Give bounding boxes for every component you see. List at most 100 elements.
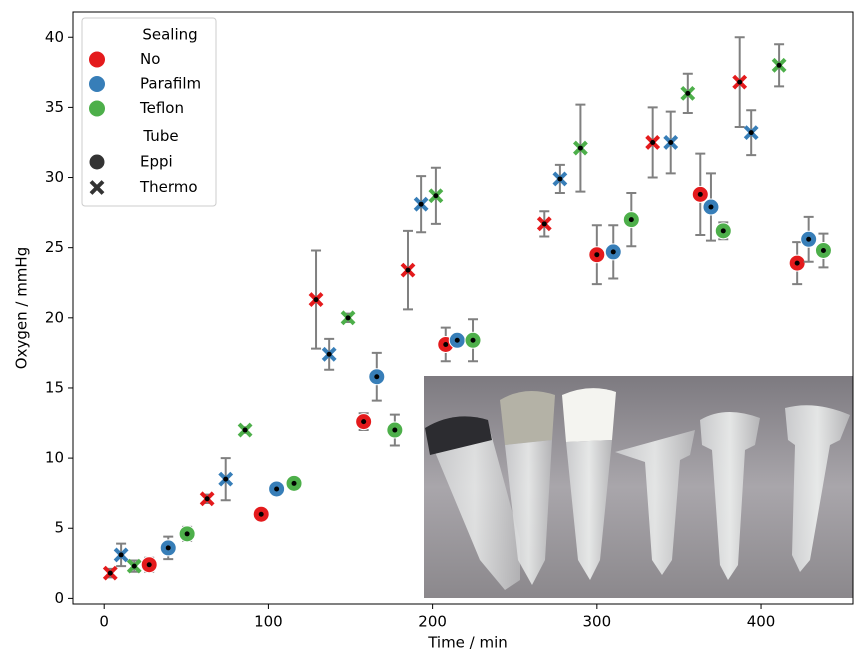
marker-circle xyxy=(88,153,106,171)
legend-marker xyxy=(89,51,105,68)
data-point xyxy=(800,215,818,263)
data-point xyxy=(714,221,732,241)
data-point xyxy=(268,480,286,498)
data-point xyxy=(743,109,759,157)
y-tick-label: 40 xyxy=(45,28,64,46)
data-point xyxy=(237,422,253,438)
inset-photo xyxy=(424,376,853,598)
y-tick-label: 0 xyxy=(54,589,64,607)
mean-dot xyxy=(697,191,703,197)
data-point xyxy=(199,491,215,507)
mean-dot xyxy=(291,480,297,486)
mean-dot xyxy=(806,236,812,242)
mean-dot xyxy=(405,267,411,273)
mean-dot xyxy=(107,570,113,576)
plot-frame xyxy=(72,11,854,605)
mean-dot xyxy=(650,139,656,145)
mean-dot xyxy=(820,247,826,253)
data-point xyxy=(588,224,606,286)
y-tick-label: 30 xyxy=(45,168,64,186)
y-tick-label: 10 xyxy=(45,449,64,467)
mean-dot xyxy=(204,496,210,502)
data-point xyxy=(536,210,552,238)
data-point xyxy=(321,337,337,371)
mean-dot xyxy=(131,563,137,569)
mean-dot xyxy=(165,545,171,551)
data-point xyxy=(355,412,373,432)
mean-dot xyxy=(433,193,439,199)
data-point xyxy=(680,72,696,115)
legend-marker xyxy=(89,76,105,92)
mean-dot xyxy=(776,62,782,68)
legend-title: Sealing xyxy=(142,26,197,44)
legend-label: Teflon xyxy=(139,99,184,117)
mean-dot xyxy=(557,176,563,182)
mean-dot xyxy=(118,552,124,558)
mean-dot xyxy=(708,204,714,210)
x-tick-label: 100 xyxy=(254,613,283,631)
mean-dot xyxy=(242,427,248,433)
data-point xyxy=(308,249,324,350)
x-tick-label: 400 xyxy=(747,613,776,631)
data-point xyxy=(691,152,709,237)
legend-box xyxy=(81,17,217,207)
y-axis-label: Oxygen / mmHg xyxy=(13,247,31,369)
data-point xyxy=(178,525,196,543)
y-tick-label: 35 xyxy=(45,98,64,116)
legend-label: No xyxy=(140,50,160,68)
data-point xyxy=(448,331,466,349)
data-point xyxy=(604,224,622,280)
mean-dot xyxy=(594,252,600,258)
mean-dot xyxy=(685,90,691,96)
marker-x xyxy=(89,180,105,195)
data-point xyxy=(413,175,429,234)
mean-dot xyxy=(610,249,616,255)
mean-dot xyxy=(392,427,398,433)
data-point xyxy=(218,457,234,502)
mean-dot xyxy=(541,221,547,227)
y-tick-label: 20 xyxy=(45,308,64,326)
data-point xyxy=(814,232,832,269)
legend-label: Thermo xyxy=(139,178,198,196)
data-point xyxy=(252,505,270,523)
data-point xyxy=(663,110,679,175)
mean-dot xyxy=(313,297,319,303)
mean-dot xyxy=(223,476,229,482)
data-point xyxy=(428,166,444,225)
data-point xyxy=(622,191,640,248)
y-tick-label: 5 xyxy=(54,519,64,537)
data-point xyxy=(788,241,806,286)
legend-title: Tube xyxy=(142,127,178,145)
data-point xyxy=(552,163,568,194)
legend-label: Parafilm xyxy=(140,75,201,93)
mean-dot xyxy=(748,130,754,136)
data-point xyxy=(732,36,748,129)
x-axis-label: Time / min xyxy=(427,634,508,652)
mean-dot xyxy=(794,260,800,266)
mean-dot xyxy=(326,351,332,357)
mean-dot xyxy=(628,217,634,223)
mean-dot xyxy=(577,145,583,151)
data-point xyxy=(645,106,661,179)
data-point xyxy=(368,351,386,402)
mean-dot xyxy=(418,201,424,207)
mean-dot xyxy=(443,341,449,347)
data-point xyxy=(340,310,356,326)
data-point xyxy=(126,558,142,574)
data-point xyxy=(771,43,787,88)
data-point xyxy=(285,474,303,492)
data-point xyxy=(159,535,177,561)
mean-dot xyxy=(184,531,190,537)
mean-dot xyxy=(668,139,674,145)
mean-dot xyxy=(345,315,351,321)
mean-dot xyxy=(258,511,264,517)
mean-dot xyxy=(274,486,280,492)
mean-dot xyxy=(374,374,380,380)
mean-dot xyxy=(470,337,476,343)
mean-dot xyxy=(146,562,152,568)
x-tick-label: 0 xyxy=(99,613,109,631)
data-point xyxy=(140,556,158,574)
data-point xyxy=(464,318,482,363)
x-tick-label: 200 xyxy=(418,613,447,631)
